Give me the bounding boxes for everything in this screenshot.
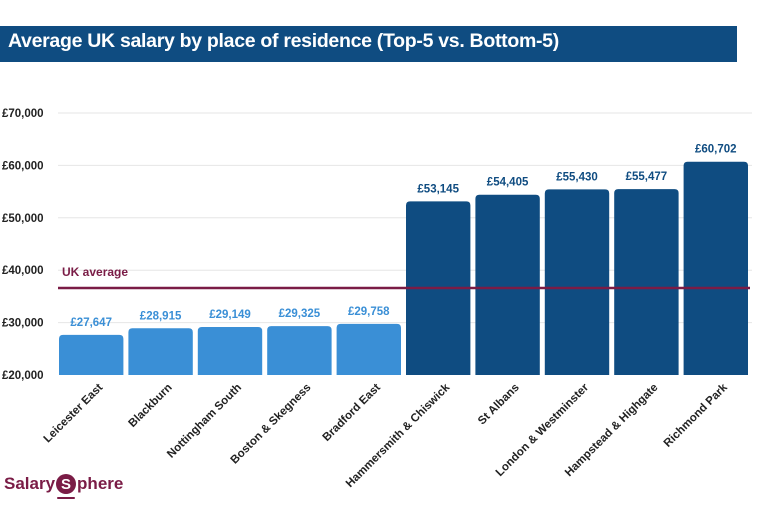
x-tick-label: Blackburn <box>126 382 174 430</box>
y-tick-label: £30,000 <box>2 318 44 330</box>
chart-title: Average UK salary by place of residence … <box>8 30 559 52</box>
logo-text-prefix: Salary <box>4 474 56 493</box>
bars <box>59 161 748 375</box>
y-tick-label: £70,000 <box>2 108 44 120</box>
x-tick-label: Richmond Park <box>662 381 731 450</box>
y-tick-label: £50,000 <box>2 213 44 225</box>
x-tick-label: Boston & Skegness <box>229 382 314 467</box>
x-tick-label: Leicester East <box>42 382 106 446</box>
uk-average-reference: UK average <box>58 265 750 290</box>
bar <box>197 327 263 375</box>
x-tick-label: Nottingham South <box>165 382 244 461</box>
value-label: £60,702 <box>695 144 737 156</box>
bar <box>336 323 401 375</box>
bar <box>59 334 124 375</box>
value-label: £29,149 <box>209 309 251 321</box>
bar <box>683 161 748 375</box>
value-labels: £27,647 £28,915 £29,149 £29,325 £29,758 £53,1… <box>70 144 736 329</box>
uk-average-label: UK average <box>62 265 128 279</box>
bar <box>267 326 332 375</box>
value-label: £29,758 <box>348 306 390 318</box>
salarysphere-logo: Salary S phere <box>4 474 124 499</box>
y-axis: £20,000 £30,000 £40,000 £50,000 £60,000 £70,0… <box>2 108 44 382</box>
y-tick-label: £60,000 <box>2 160 44 172</box>
y-tick-label: £40,000 <box>2 265 44 277</box>
value-label: £54,405 <box>487 177 529 189</box>
value-label: £27,647 <box>70 317 112 329</box>
bar <box>475 194 540 375</box>
logo-circle-icon: S <box>56 474 77 499</box>
value-label: £53,145 <box>417 183 459 195</box>
value-label: £28,915 <box>140 310 182 322</box>
bar <box>544 189 610 375</box>
y-tick-label: £20,000 <box>2 370 44 382</box>
value-label: £29,325 <box>279 308 321 320</box>
value-label: £55,430 <box>556 171 598 183</box>
logo-text-suffix: phere <box>77 474 124 493</box>
x-tick-label: Bradford East <box>321 382 383 444</box>
x-tick-label: St Albans <box>476 382 522 428</box>
title-banner: Average UK salary by place of residence … <box>0 26 737 62</box>
bar <box>614 189 679 375</box>
bar <box>128 328 193 375</box>
value-label: £55,477 <box>626 171 668 183</box>
